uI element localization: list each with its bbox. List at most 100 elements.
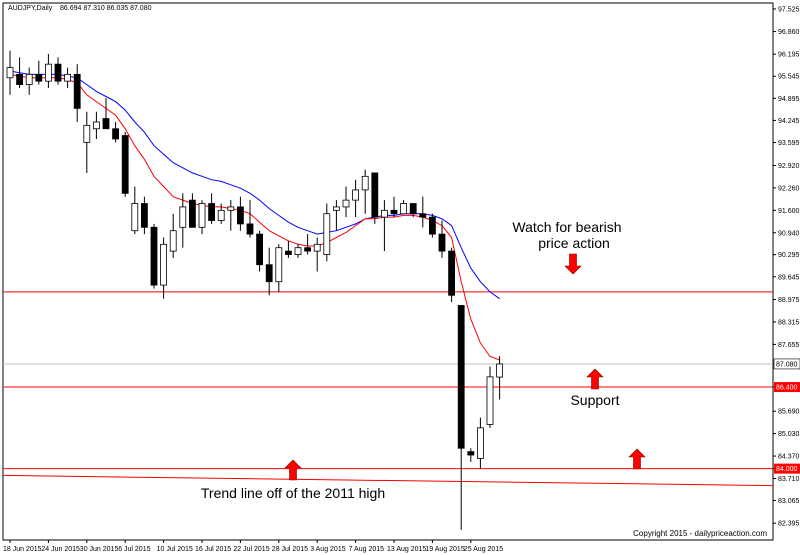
candle (64, 67, 71, 88)
down-arrow-icon (564, 253, 582, 275)
y-tick-label: 96.860 (778, 29, 800, 36)
candle-body (361, 175, 369, 191)
bearish-annotation-line1: Watch for bearish (512, 219, 621, 235)
trend-line-annotation: Trend line off of the 2011 high (201, 485, 385, 501)
candle-body (45, 63, 52, 82)
candle (169, 213, 177, 258)
annotation-arrows (284, 253, 646, 481)
candle-body (457, 305, 465, 449)
candle-body (419, 213, 427, 218)
candle (332, 200, 340, 231)
x-tick-label: 7 Aug 2015 (349, 546, 385, 553)
candle (284, 240, 292, 258)
candle-body (294, 247, 302, 255)
candle (476, 417, 484, 469)
candle (112, 121, 119, 143)
candle-body (275, 247, 283, 283)
bearish-annotation-line2: price action (538, 235, 610, 251)
ema-slow-line (9, 70, 500, 300)
y-tick-label: 90.295 (778, 252, 800, 259)
y-tick-label: 93.595 (778, 140, 800, 147)
candle-body (409, 203, 417, 215)
y-tick-label: 91.600 (778, 208, 800, 215)
x-tick-label: 10 Jul 2015 (157, 546, 193, 553)
candle (400, 200, 408, 215)
candle (102, 98, 110, 130)
candle-body (208, 203, 216, 221)
candle (486, 366, 494, 428)
ema-fast-line (9, 73, 500, 361)
candle (131, 186, 139, 235)
candle-body (342, 199, 350, 208)
moving-averages (9, 70, 500, 361)
x-tick-label: 30 Jun 2015 (80, 546, 119, 553)
y-tick-label: 85.690 (778, 409, 800, 416)
y-tick-label: 95.545 (778, 74, 800, 81)
candle (496, 356, 504, 400)
candle-body (102, 118, 110, 130)
candle-body (6, 67, 14, 79)
x-tick-label: 13 Aug 2015 (387, 546, 426, 553)
candle (265, 247, 273, 296)
candle (361, 169, 369, 214)
y-tick-label: 88.315 (778, 319, 800, 326)
y-tick-label: 87.655 (778, 342, 800, 349)
candle-body (150, 226, 158, 286)
x-tick-label: 19 Aug 2015 (425, 546, 464, 553)
candle (448, 247, 456, 303)
candle-body (227, 206, 235, 211)
candles (6, 50, 504, 530)
candle-body (93, 121, 100, 130)
candle (217, 203, 225, 224)
y-tick-label: 87.080 (776, 361, 798, 368)
candle-body (83, 124, 91, 143)
candle-body (179, 206, 187, 228)
candle-body (448, 250, 456, 296)
candle-body (284, 250, 292, 255)
candle (371, 172, 379, 224)
candle-body (112, 128, 119, 140)
candle-body (438, 233, 446, 252)
trend-line-group (2, 474, 774, 487)
x-tick-label: 6 Jul 2015 (118, 546, 150, 553)
candle (140, 196, 148, 235)
candle-body (352, 189, 360, 201)
candle (390, 196, 398, 218)
y-tick-label: 83.065 (778, 498, 800, 505)
level-lines (3, 291, 773, 470)
candle-body (140, 203, 148, 228)
candle (16, 57, 24, 88)
candle (304, 234, 312, 255)
candle (246, 200, 254, 238)
candle-body (35, 73, 43, 82)
y-tick-label: 94.895 (778, 96, 800, 103)
candle-body (169, 230, 177, 252)
x-tick-label: 3 Aug 2015 (310, 546, 346, 553)
up-arrow-icon (628, 448, 646, 470)
x-axis: 18 Jun 2015 24 Jun 2015 30 Jun 2015 6 Jul 2… (3, 540, 503, 553)
candle (83, 111, 91, 173)
candle-body (380, 209, 388, 218)
current-price-tag (773, 358, 800, 370)
candle (457, 305, 465, 530)
candle (227, 200, 235, 231)
candle-body (64, 73, 71, 82)
y-tick-label: 82.395 (778, 521, 800, 528)
candle-body (188, 199, 196, 228)
candle (428, 213, 436, 238)
support-annotation: Support (570, 392, 619, 408)
x-tick-label: 28 Jul 2015 (272, 546, 308, 553)
candle (179, 193, 187, 248)
candle-body (390, 209, 398, 215)
x-tick-label: 25 Aug 2015 (464, 546, 503, 553)
candle-body (467, 451, 475, 456)
plot-frame (2, 2, 774, 541)
x-tick-label: 22 Jul 2015 (233, 546, 269, 553)
candle (256, 230, 264, 272)
y-tick-label: 85.030 (778, 431, 800, 438)
x-tick-label: 18 Jun 2015 (3, 546, 42, 553)
candle (121, 132, 129, 197)
candle (208, 193, 216, 224)
x-tick-label: 16 Jul 2015 (195, 546, 231, 553)
